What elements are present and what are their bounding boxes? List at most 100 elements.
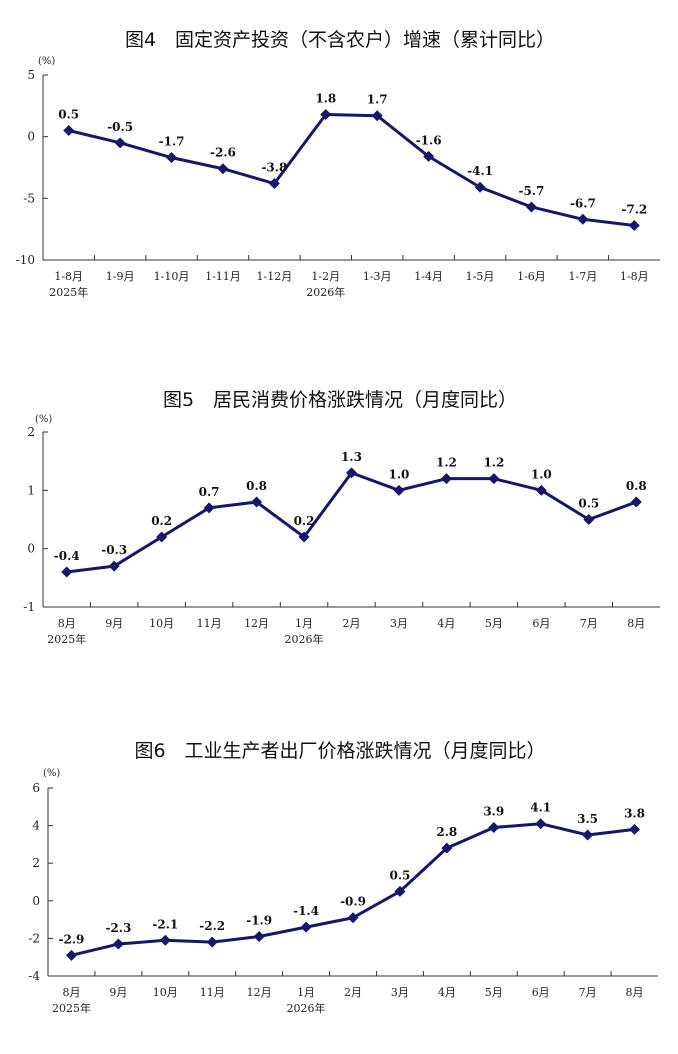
data-point [423,150,435,162]
x-tick-label: 7月 [580,617,598,630]
data-label: 0.2 [151,514,172,528]
y-tick-label: 0 [27,542,35,556]
data-label: 1.0 [531,467,552,481]
data-point [166,152,178,164]
data-label: -2.6 [210,146,236,160]
data-label: 1.3 [341,450,362,464]
chart-title: 图4 固定资产投资（不含农户）增速（累计同比） [125,29,555,51]
x-tick-label: 11月 [200,986,225,999]
x-tick-label: 8月 [627,617,645,630]
data-point [629,823,641,835]
data-label: -0.9 [340,895,366,909]
data-label: 2.8 [436,825,457,839]
data-point [298,531,310,543]
x-tick-label: 8月 [626,986,644,999]
data-label: 4.1 [530,801,551,815]
data-point [474,181,486,193]
data-point [577,213,589,225]
x-tick-label: 12月 [244,617,269,630]
data-point [300,921,312,933]
series-line [71,822,635,957]
data-label: -0.4 [54,549,80,563]
data-label: 1.8 [315,91,336,105]
x-tick-label: 1-4月 [414,270,443,283]
x-tick-label: 1-10月 [154,270,190,283]
data-label: -1.9 [246,914,272,928]
data-point [159,934,171,946]
x-tick-label: 6月 [532,986,550,999]
y-tick-label: 6 [32,781,40,795]
data-point [582,829,594,841]
year-label: 2025年 [47,632,86,646]
data-point [535,484,547,496]
data-point [440,473,452,485]
data-label: -2.1 [152,917,178,931]
x-tick-label: 1-8月 [54,270,83,283]
chart-cpi: 图5 居民消费价格涨跌情况（月度同比） (%) 2 1 0 -1 8月 9月 10月 11月 1… [23,389,660,646]
y-tick-label: -1 [23,600,35,614]
data-point [112,938,124,950]
x-tick-label: 8月 [62,986,80,999]
data-label: 0.2 [294,514,315,528]
data-point [268,178,280,190]
year-label: 2026年 [306,285,345,299]
x-tick-label: 2月 [344,986,362,999]
series-line [68,112,635,227]
data-point [114,137,126,149]
data-point [393,484,405,496]
unit-label: (%) [35,414,52,425]
data-point [65,949,77,961]
data-label: -1.7 [159,135,185,149]
y-tick-label: -5 [23,191,35,205]
data-label: -0.5 [107,120,133,134]
data-point [488,473,500,485]
x-tick-label: 10月 [149,617,174,630]
data-label: -0.3 [101,543,127,557]
x-tick-label: 8月 [58,617,76,630]
x-tick-label: 1-5月 [466,270,495,283]
x-tick-label: 1-12月 [257,270,293,283]
x-tick-label: 2月 [343,617,361,630]
data-label: -7.2 [621,202,647,216]
x-tick-label: 11月 [197,617,222,630]
data-point [488,821,500,833]
x-tick-label: 5月 [485,986,503,999]
data-label: 3.9 [483,804,504,818]
data-label: -2.9 [59,932,85,946]
data-point [108,560,120,572]
data-label: 0.5 [389,868,410,882]
data-label: -6.7 [570,196,596,210]
y-tick-label: 2 [27,425,35,439]
data-point [156,531,168,543]
x-tick-label: 3月 [391,986,409,999]
x-tick-label: 12月 [247,986,272,999]
data-point [203,502,215,514]
year-label: 2025年 [52,1001,91,1015]
x-tick-label: 9月 [105,617,123,630]
data-label: 1.0 [389,467,410,481]
x-tick-label: 1-9月 [106,270,135,283]
y-tick-label: 4 [32,819,40,833]
chart-fixed-asset-investment: 图4 固定资产投资（不含农户）增速（累计同比） (%) 5 0 -5 -10 1-8月 1… [16,29,660,299]
data-point [630,496,642,508]
data-point [253,931,265,943]
data-label: 1.7 [367,93,388,107]
y-tick-label: -4 [28,969,40,983]
x-tick-label: 1-7月 [569,270,598,283]
data-label: -2.3 [105,921,131,935]
data-point [394,885,406,897]
data-label: 0.5 [58,108,79,122]
data-point [583,514,595,525]
y-tick-label: 0 [32,894,40,908]
year-label: 2026年 [287,1001,326,1015]
data-point [441,842,453,854]
y-tick-label: 5 [27,68,35,82]
data-label: -3.8 [261,161,287,175]
x-tick-label: 4月 [437,617,455,630]
year-label: 2025年 [49,285,88,299]
data-point [251,496,263,508]
x-tick-label: 1月 [297,986,315,999]
data-point [347,912,359,924]
x-tick-label: 1-6月 [517,270,546,283]
